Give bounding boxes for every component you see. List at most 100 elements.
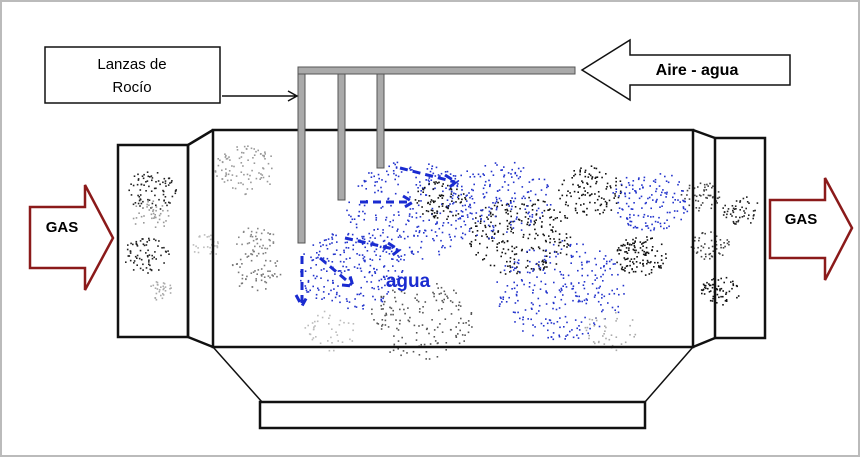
particle xyxy=(496,207,498,209)
particle xyxy=(458,304,460,307)
particle xyxy=(156,172,159,174)
particle xyxy=(242,152,245,154)
particle xyxy=(601,176,603,179)
particle xyxy=(400,255,403,257)
particle xyxy=(544,255,546,257)
particle xyxy=(164,180,167,182)
particle xyxy=(529,260,531,263)
particle xyxy=(625,176,628,179)
particle xyxy=(333,349,335,352)
particle xyxy=(583,287,586,290)
particle xyxy=(457,180,460,182)
particle xyxy=(397,211,400,213)
particle xyxy=(480,220,482,222)
particle xyxy=(264,153,266,155)
particle xyxy=(470,195,473,198)
particle xyxy=(735,223,737,225)
particle xyxy=(593,296,596,298)
gas-out-arrow xyxy=(768,177,854,281)
particle xyxy=(344,241,347,244)
particle xyxy=(162,294,165,296)
particle xyxy=(645,225,647,227)
particle xyxy=(158,218,161,221)
particle xyxy=(345,258,348,260)
particle xyxy=(366,250,369,252)
particle xyxy=(376,322,378,325)
particle xyxy=(461,204,464,207)
particle xyxy=(425,179,427,181)
particle xyxy=(635,227,638,229)
particle xyxy=(638,177,640,179)
particle xyxy=(644,274,647,276)
particle xyxy=(345,266,348,268)
particle xyxy=(578,255,581,258)
particle xyxy=(366,280,368,283)
particle xyxy=(536,276,538,278)
particle xyxy=(710,231,712,233)
particle xyxy=(420,200,422,202)
particle xyxy=(653,228,655,231)
particle xyxy=(399,319,401,322)
particle xyxy=(722,207,724,209)
particle xyxy=(585,329,588,332)
particle xyxy=(545,290,547,292)
particle xyxy=(164,196,167,198)
particle xyxy=(545,249,547,251)
particle xyxy=(206,246,209,248)
particle xyxy=(362,308,364,310)
particle xyxy=(563,326,565,328)
particle xyxy=(555,255,557,258)
particle xyxy=(422,311,424,314)
particle xyxy=(619,180,622,182)
particle xyxy=(673,210,676,212)
particle xyxy=(328,323,330,325)
particle xyxy=(166,204,168,207)
particle xyxy=(416,293,418,296)
particle xyxy=(358,254,361,256)
particle xyxy=(627,224,630,226)
particle xyxy=(725,300,728,302)
particle xyxy=(314,320,316,323)
particle xyxy=(361,235,363,238)
particle xyxy=(241,243,243,246)
particle xyxy=(636,256,638,258)
particle xyxy=(341,341,344,343)
particle xyxy=(615,336,618,338)
particle xyxy=(233,165,235,168)
particle xyxy=(572,183,574,186)
particle xyxy=(711,300,714,302)
particle xyxy=(610,334,613,336)
particle xyxy=(411,285,414,287)
particle xyxy=(466,194,468,197)
particle xyxy=(418,200,420,202)
particle xyxy=(586,326,589,329)
particle xyxy=(654,255,657,257)
particle xyxy=(225,172,227,174)
particle xyxy=(396,327,398,330)
particle xyxy=(470,245,472,248)
particle xyxy=(492,213,494,216)
particle xyxy=(252,271,255,273)
particle xyxy=(242,183,244,186)
particle xyxy=(722,290,724,292)
particle xyxy=(491,236,493,238)
particle xyxy=(391,258,393,260)
particle xyxy=(520,279,523,281)
particle xyxy=(537,199,539,201)
particle xyxy=(632,263,635,265)
particle xyxy=(264,252,267,254)
particle xyxy=(254,245,256,248)
particle xyxy=(225,158,228,160)
particle xyxy=(269,233,271,235)
particle xyxy=(389,351,391,353)
particle xyxy=(633,202,635,204)
particle xyxy=(449,300,452,302)
particle xyxy=(142,263,144,266)
particle xyxy=(260,268,263,270)
particle xyxy=(614,309,616,311)
particle xyxy=(150,190,153,192)
particle xyxy=(435,299,438,302)
particle xyxy=(217,242,219,245)
particle xyxy=(420,190,422,192)
particle xyxy=(362,295,365,297)
